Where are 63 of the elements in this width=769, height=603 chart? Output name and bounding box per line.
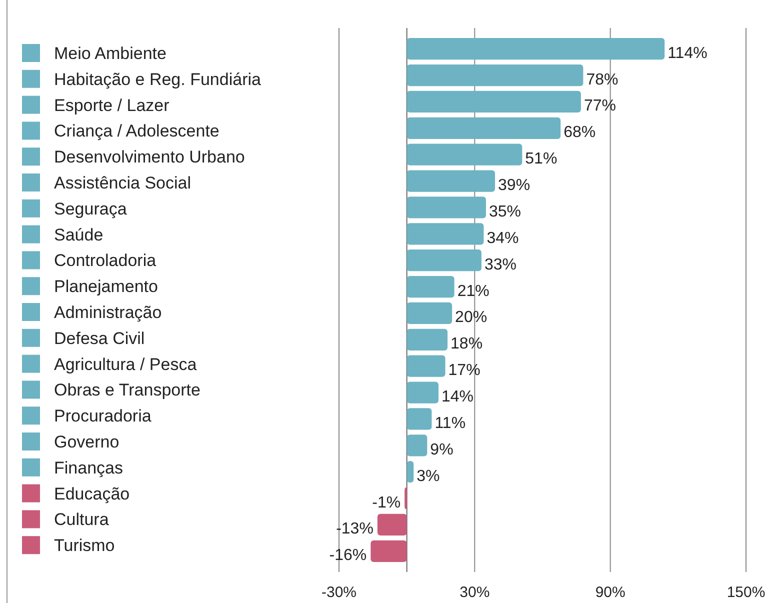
bar — [406, 38, 665, 60]
bar — [406, 196, 486, 218]
y-tick-label: Saúde — [54, 225, 104, 244]
data-label: 9% — [430, 441, 454, 458]
data-label: 34% — [486, 230, 519, 247]
data-label: 77% — [584, 98, 616, 115]
bar — [406, 170, 496, 192]
bar — [406, 64, 584, 86]
y-tick-label: Turismo — [54, 536, 115, 556]
y-tick-label: Habitação e Reg. Fundiária — [54, 70, 262, 89]
bar — [406, 250, 482, 272]
y-tick-label: Planejamento — [54, 277, 158, 296]
bar — [370, 540, 407, 562]
y-tick-label: Seguraça — [54, 199, 128, 218]
data-label: 20% — [455, 309, 488, 326]
bar — [406, 90, 581, 113]
data-label: 39% — [498, 177, 530, 194]
bar — [406, 276, 454, 298]
data-label: 33% — [484, 256, 516, 274]
y-tick-label: Governo — [54, 432, 120, 452]
y-tick-label: Controladoria — [54, 251, 157, 270]
x-tick-label: -30% — [321, 584, 357, 601]
bar — [406, 408, 432, 430]
y-tick-label: Assistência Social — [54, 174, 192, 192]
data-label: -16% — [329, 547, 367, 564]
data-label: 11% — [434, 414, 466, 432]
data-label: 35% — [488, 203, 522, 220]
x-tick-label: 90% — [595, 584, 626, 601]
y-tick-label: Administração — [54, 303, 162, 322]
data-label: 17% — [448, 362, 480, 380]
bar — [406, 328, 448, 350]
bar — [406, 144, 522, 166]
bar — [406, 302, 452, 324]
y-tick-label: Esporte / Lazer — [54, 96, 170, 115]
data-label: -13% — [336, 520, 374, 538]
data-label: 68% — [564, 124, 596, 142]
bar — [406, 382, 438, 404]
y-tick-label: Obras e Transporte — [54, 380, 200, 400]
data-label: 114% — [668, 44, 708, 62]
data-label: 51% — [525, 150, 558, 168]
data-label: -1% — [372, 494, 401, 512]
data-label: 14% — [441, 388, 474, 406]
data-label: 78% — [586, 71, 618, 88]
bar — [406, 223, 484, 245]
y-tick-label: Finanças — [54, 458, 123, 478]
y-tick-label: Agricultura / Pesca — [54, 354, 198, 374]
data-label: 3% — [416, 468, 440, 485]
bar — [406, 355, 446, 377]
data-label: 18% — [450, 336, 483, 353]
x-tick-label: 150% — [726, 584, 766, 601]
y-tick-label: Procuradoria — [54, 406, 152, 426]
y-tick-label: Defesa Civil — [54, 328, 145, 348]
y-tick-label: Meio Ambiente — [54, 44, 166, 63]
bar — [377, 514, 407, 536]
y-tick-label: Desenvolvimento Urbano — [54, 148, 245, 167]
data-label: 21% — [457, 282, 490, 300]
y-tick-label: Criança / Adolescente — [54, 122, 220, 141]
y-tick-label: Educação — [54, 484, 130, 504]
y-tick-label: Cultura — [54, 510, 110, 530]
bar — [406, 117, 561, 139]
x-tick-label: 30% — [460, 584, 490, 601]
bar — [406, 434, 428, 456]
bar — [406, 461, 414, 483]
